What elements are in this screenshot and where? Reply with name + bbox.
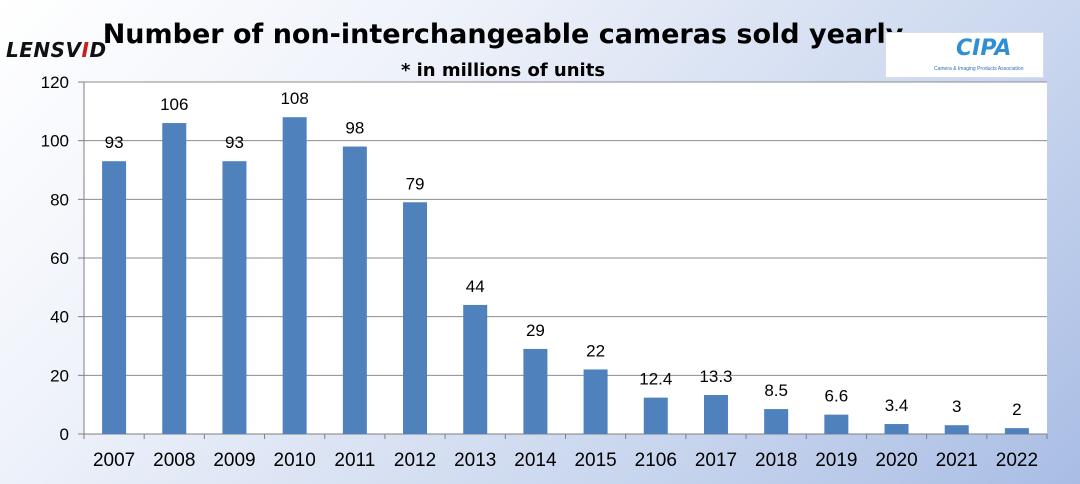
x-tick-label: 2017 <box>695 450 737 471</box>
cipa-logo: CIPA Camera & Imaging Products Associati… <box>885 32 1044 78</box>
bar <box>1004 428 1029 434</box>
data-label: 79 <box>406 174 425 193</box>
y-tick-label: 80 <box>50 190 69 209</box>
cipa-logo-mark: CIPA <box>956 36 1012 61</box>
bar <box>523 348 548 434</box>
data-label: 22 <box>586 341 605 360</box>
data-label: 106 <box>160 95 188 114</box>
data-label: 2 <box>1012 400 1021 419</box>
x-tick-label: 2012 <box>394 450 436 471</box>
x-tick-label: 2022 <box>996 450 1038 471</box>
chart-subtitle: * in millions of units <box>401 60 605 81</box>
bar <box>102 161 127 434</box>
lensvid-logo-end: D <box>89 38 107 62</box>
bar <box>162 123 187 435</box>
bar <box>583 369 608 434</box>
y-tick-label: 100 <box>41 132 69 151</box>
lensvid-logo: LENSVID <box>6 38 107 62</box>
bar <box>222 161 247 434</box>
chart-title: Number of non-interchangeable cameras so… <box>103 19 904 50</box>
bar <box>764 409 789 434</box>
x-tick-label: 2106 <box>635 450 677 471</box>
bar <box>463 304 488 434</box>
data-label: 93 <box>105 133 124 152</box>
x-tick-label: 2019 <box>815 450 857 471</box>
x-tick-label: 2015 <box>574 450 616 471</box>
x-tick-label: 2021 <box>936 450 978 471</box>
x-tick-label: 2011 <box>334 450 375 471</box>
bar <box>944 425 969 434</box>
y-tick-label: 120 <box>41 73 69 92</box>
bar <box>824 414 849 434</box>
data-label: 12.4 <box>639 370 672 389</box>
x-tick-label: 2009 <box>213 450 255 471</box>
plot-area: 0 20 40 60 80 100 120 93 2007 106 2008 93 2009 108 201… <box>41 73 1048 471</box>
data-label: 6.6 <box>825 387 849 406</box>
bar <box>703 394 728 434</box>
data-label: 3 <box>952 397 961 416</box>
y-tick-label: 60 <box>50 249 69 268</box>
y-tick-label: 20 <box>50 366 69 385</box>
bar <box>884 424 909 434</box>
bar <box>643 397 668 434</box>
data-label: 44 <box>466 277 485 296</box>
data-label: 3.4 <box>885 396 909 415</box>
x-tick-label: 2020 <box>875 450 917 471</box>
x-tick-label: 2007 <box>93 450 135 471</box>
lensvid-logo-main: LENSV <box>6 38 82 62</box>
x-tick-label: 2010 <box>274 450 316 471</box>
data-label: 13.3 <box>699 367 732 386</box>
lensvid-logo-accent: I <box>81 38 90 62</box>
bar <box>403 202 428 434</box>
cipa-logo-subtitle: Camera & Imaging Products Association <box>934 66 1024 72</box>
x-tick-label: 2014 <box>514 450 557 471</box>
x-tick-label: 2008 <box>153 450 195 471</box>
x-tick-label: 2013 <box>454 450 496 471</box>
bar <box>342 146 367 435</box>
y-tick-label: 0 <box>60 425 69 444</box>
y-tick-label: 40 <box>50 308 69 327</box>
data-label: 29 <box>526 321 545 340</box>
data-label: 108 <box>280 89 308 108</box>
data-label: 8.5 <box>764 381 788 400</box>
bar <box>282 117 307 434</box>
data-label: 93 <box>225 133 244 152</box>
data-label: 98 <box>345 119 364 138</box>
x-tick-label: 2018 <box>755 450 797 471</box>
